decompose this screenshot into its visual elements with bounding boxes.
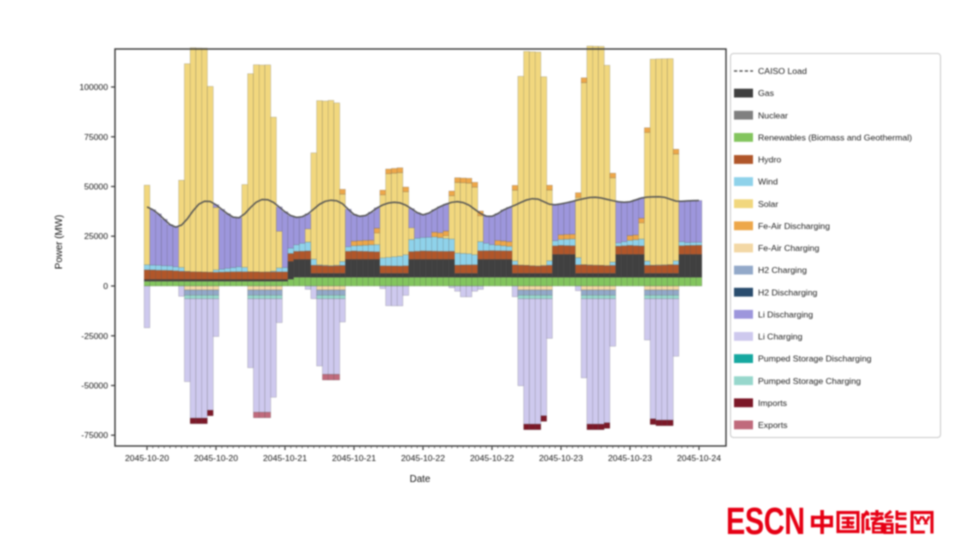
svg-text:2045-10-22: 2045-10-22 — [401, 453, 445, 463]
svg-text:Exports: Exports — [758, 420, 788, 430]
svg-text:75000: 75000 — [84, 132, 108, 142]
svg-text:Pumped Storage Charging: Pumped Storage Charging — [758, 376, 861, 386]
svg-text:2045-10-20: 2045-10-20 — [125, 453, 169, 463]
svg-text:0: 0 — [103, 281, 108, 291]
svg-text:100000: 100000 — [79, 82, 108, 92]
svg-text:Fe-Air Charging: Fe-Air Charging — [758, 243, 819, 253]
svg-text:25000: 25000 — [84, 231, 108, 241]
svg-text:2045-10-21: 2045-10-21 — [263, 453, 307, 463]
svg-text:H2 Discharging: H2 Discharging — [758, 287, 818, 297]
svg-text:CAISO Load: CAISO Load — [758, 66, 807, 76]
svg-text:Renewables (Biomass and Geothe: Renewables (Biomass and Geothermal) — [758, 133, 912, 143]
svg-text:Nuclear: Nuclear — [758, 110, 788, 120]
svg-text:Date: Date — [410, 474, 431, 485]
svg-text:2045-10-22: 2045-10-22 — [470, 453, 514, 463]
svg-text:Power (MW): Power (MW) — [54, 215, 65, 269]
svg-text:-50000: -50000 — [81, 381, 108, 391]
svg-text:ESCN: ESCN — [726, 500, 805, 543]
svg-text:2045-10-21: 2045-10-21 — [332, 453, 376, 463]
svg-text:2045-10-23: 2045-10-23 — [539, 453, 583, 463]
svg-text:50000: 50000 — [84, 182, 108, 192]
svg-text:2045-10-23: 2045-10-23 — [608, 453, 652, 463]
svg-text:Hydro: Hydro — [758, 155, 781, 165]
svg-text:Li Discharging: Li Discharging — [758, 309, 813, 319]
svg-text:-25000: -25000 — [81, 331, 108, 341]
svg-text:Imports: Imports — [758, 398, 788, 408]
svg-text:H2 Charging: H2 Charging — [758, 265, 807, 275]
svg-text:Fe-Air Discharging: Fe-Air Discharging — [758, 221, 830, 231]
svg-text:2045-10-24: 2045-10-24 — [677, 453, 721, 463]
svg-text:Wind: Wind — [758, 177, 778, 187]
svg-text:Gas: Gas — [758, 88, 775, 98]
svg-text:Solar: Solar — [758, 199, 778, 209]
svg-text:Li Charging: Li Charging — [758, 332, 803, 342]
svg-text:Pumped Storage Discharging: Pumped Storage Discharging — [758, 354, 872, 364]
svg-text:2045-10-20: 2045-10-20 — [194, 453, 238, 463]
svg-text:-75000: -75000 — [81, 430, 108, 440]
